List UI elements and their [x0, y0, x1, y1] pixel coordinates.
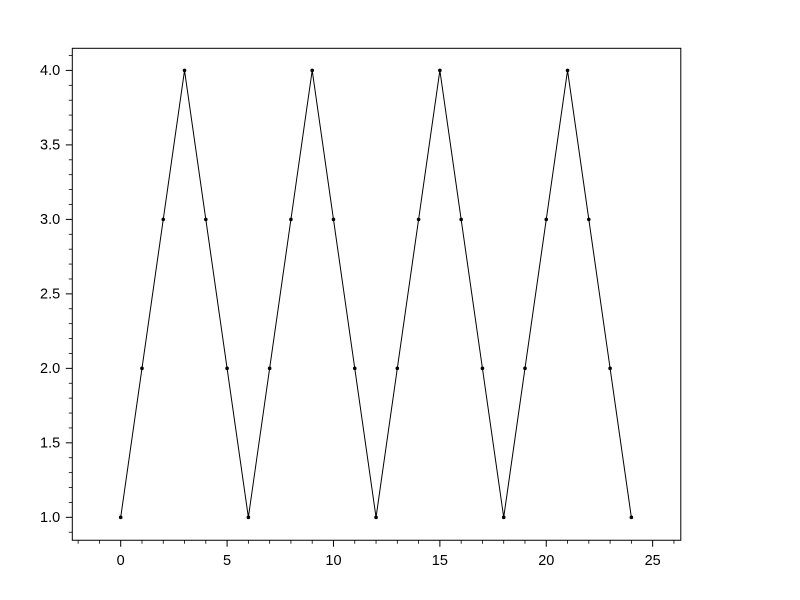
svg-text:3.0: 3.0: [40, 212, 60, 228]
svg-text:1.0: 1.0: [40, 510, 60, 526]
svg-text:10: 10: [325, 553, 341, 569]
svg-text:15: 15: [432, 553, 448, 569]
svg-text:2.0: 2.0: [40, 361, 60, 377]
svg-text:0: 0: [117, 553, 125, 569]
svg-text:20: 20: [538, 553, 554, 569]
svg-text:25: 25: [645, 553, 661, 569]
svg-text:3.5: 3.5: [40, 137, 60, 153]
svg-text:5: 5: [223, 553, 231, 569]
svg-text:4.0: 4.0: [40, 63, 60, 79]
svg-text:1.5: 1.5: [40, 435, 60, 451]
svg-text:2.5: 2.5: [40, 286, 60, 302]
